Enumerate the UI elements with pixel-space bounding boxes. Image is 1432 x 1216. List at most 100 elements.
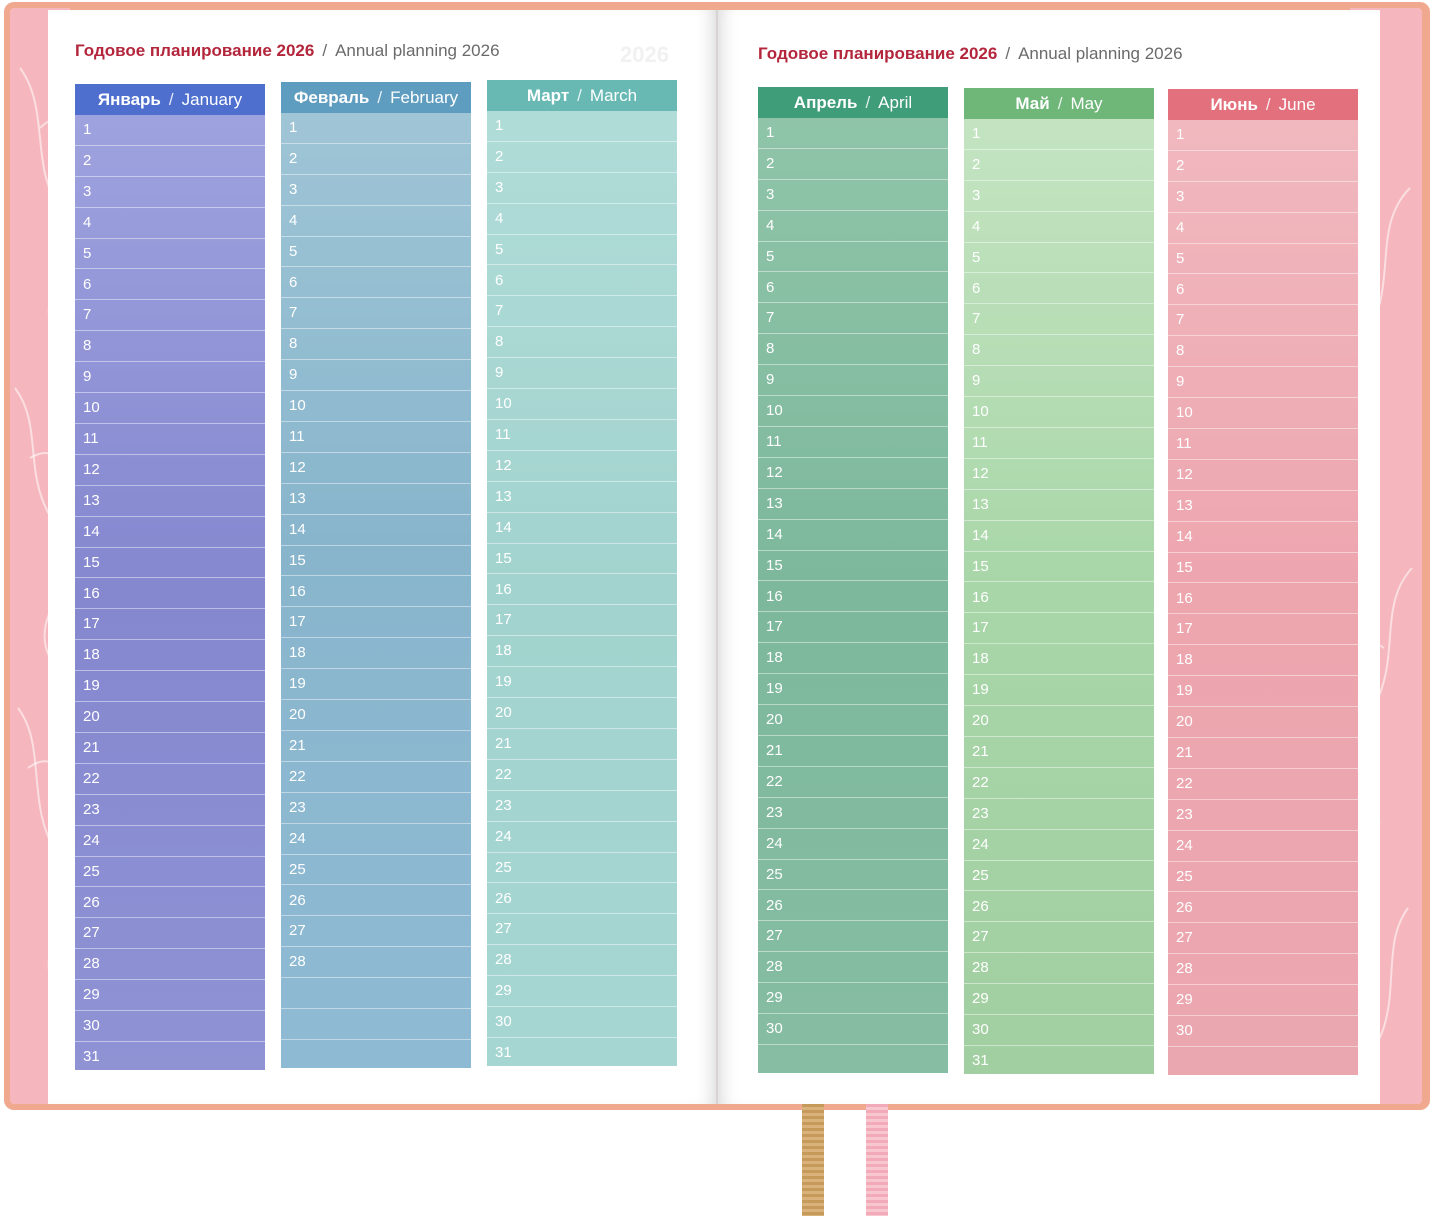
day-row: 28 [487,945,677,977]
day-number: 7 [495,302,504,320]
ghost-year: 2026 [620,42,669,67]
month-name-en: March [589,86,638,105]
day-row: 28 [964,953,1154,985]
day-number: 2 [1176,156,1185,174]
day-row: 29 [487,976,677,1008]
day-number: 18 [495,642,512,660]
day-number: 25 [495,858,512,876]
day-row: 11 [75,424,265,455]
day-number: 15 [495,549,512,567]
day-row: 30 [758,1014,948,1045]
day-number: 29 [83,986,100,1004]
day-number: 1 [972,125,981,142]
day-row: 28 [1168,954,1358,986]
day-row: 18 [758,643,948,675]
day-number: 23 [289,798,306,816]
day-number: 25 [972,866,989,884]
day-number: 29 [972,990,989,1008]
day-row: 13 [1168,491,1358,522]
day-rows: 1 2 3 4 5 6 7 8 9 10 11 12 13 14 15 16 17 18 19 20 21 22 23 24 2… [1168,120,1358,1078]
day-row: 6 [1168,275,1358,306]
day-number: 31 [495,1044,512,1061]
day-row: 11 [964,428,1154,459]
day-number: 20 [972,712,989,730]
day-row: 10 [487,389,677,420]
day-number: 5 [495,240,504,258]
day-number: 12 [83,460,100,478]
day-number: 13 [1176,496,1193,514]
day-row: 23 [964,799,1154,830]
day-number: 24 [495,827,512,845]
month-column-april: Апрель / April 1 2 3 4 5 6 7 8 9 10 11 12 13 14 15 16 17 18… [758,87,948,1076]
day-row: 3 [964,181,1154,212]
day-row: 21 [487,729,677,760]
month-separator: / [865,93,871,112]
month-column-june: Июнь / June 1 2 3 4 5 6 7 8 9 10 11 12 13 14 15 16 17 18 19 2… [1168,89,1358,1078]
day-row: 24 [758,829,948,860]
day-number: 1 [495,117,504,134]
day-number: 4 [1176,218,1185,236]
day-row: 19 [758,674,948,706]
day-number: 28 [83,955,100,973]
day-row: 7 [1168,305,1358,337]
gold-ribbon [802,1104,824,1216]
day-row: 4 [964,212,1154,243]
day-row: 10 [758,396,948,427]
day-row: 16 [75,579,265,610]
day-row [758,1045,948,1076]
day-number: 15 [83,553,100,571]
right-page-title: Годовое планирование 2026 / Annual plannin… [758,44,1183,64]
title-separator: / [322,41,328,60]
month-header: Июнь / June [1168,89,1358,120]
day-number: 15 [1176,558,1193,576]
day-number: 9 [766,371,775,389]
day-number: 12 [289,458,306,476]
day-number: 6 [289,273,298,291]
day-row: 4 [758,211,948,242]
day-number: 15 [972,557,989,575]
day-rows: 1 2 3 4 5 6 7 8 9 10 11 12 13 14 15 16 17 18 19 20 21 22 23 24 2… [964,119,1154,1077]
month-name-ru: Июнь [1210,95,1258,114]
day-row: 23 [758,798,948,829]
day-number: 1 [289,119,298,136]
day-row: 20 [1168,707,1358,738]
day-row: 8 [964,335,1154,367]
day-number: 3 [1176,187,1185,205]
day-row: 30 [487,1007,677,1038]
day-row: 14 [964,521,1154,552]
day-number: 16 [289,582,306,600]
day-row: 24 [1168,831,1358,862]
month-separator: / [377,88,383,107]
day-number: 9 [495,364,504,382]
day-row: 21 [281,731,471,762]
day-rows: 1 2 3 4 5 6 7 8 9 10 11 12 13 14 15 16 17 18 19 20 21 22 23 24 2… [487,111,677,1069]
month-name-en: April [878,93,913,112]
day-number: 7 [83,306,92,324]
day-row: 12 [964,459,1154,490]
day-row: 7 [75,300,265,332]
day-row: 3 [75,177,265,208]
day-number: 17 [972,619,989,637]
day-number: 4 [83,213,92,231]
day-row: 2 [75,146,265,177]
day-row: 20 [487,698,677,729]
month-name-en: January [181,90,243,109]
day-row: 21 [75,733,265,764]
day-row: 1 [75,115,265,146]
day-row: 4 [281,206,471,237]
day-row: 6 [758,273,948,304]
day-row: 14 [758,520,948,551]
month-name-ru: Январь [97,90,161,109]
day-number: 2 [83,151,92,169]
month-header: Апрель / April [758,87,948,118]
day-row: 23 [281,793,471,824]
day-row: 3 [1168,182,1358,213]
day-number: 29 [1176,991,1193,1009]
day-number: 19 [1176,682,1193,700]
day-number: 28 [495,951,512,969]
day-row: 28 [75,949,265,981]
day-number: 26 [83,893,100,911]
day-number: 6 [766,278,775,296]
day-row: 3 [281,175,471,206]
day-number: 8 [289,335,298,353]
